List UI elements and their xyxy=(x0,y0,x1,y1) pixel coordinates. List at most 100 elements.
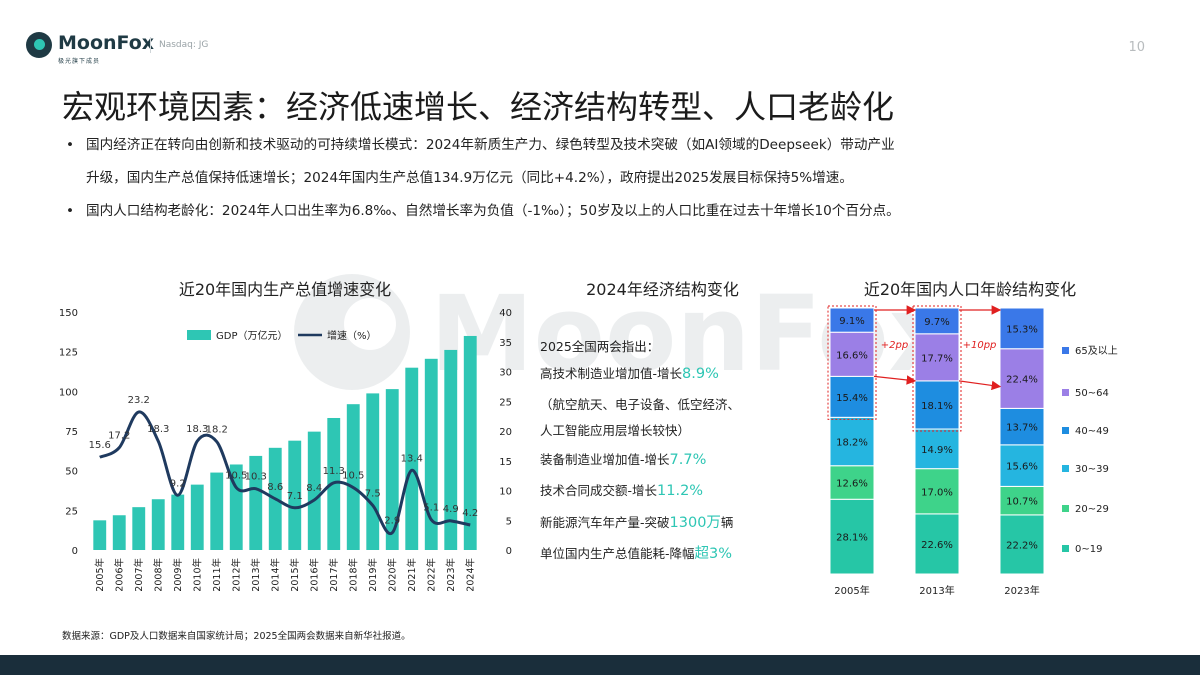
population-segment xyxy=(829,498,875,575)
population-x-tick: 2005年 xyxy=(834,584,869,597)
population-segment xyxy=(999,348,1045,409)
growth-rate-label: 8.6 xyxy=(267,482,283,493)
right-axis-tick: 30 xyxy=(499,368,512,379)
economy-item: 技术合同成交额-增长11.2% xyxy=(540,480,703,499)
left-axis-tick: 50 xyxy=(65,467,78,478)
legend-label: 50~64 xyxy=(1075,388,1109,399)
gdp-bar xyxy=(210,472,224,550)
gdp-bar xyxy=(190,484,204,550)
growth-rate-label: 4.9 xyxy=(443,504,459,515)
left-axis-tick: 0 xyxy=(72,546,78,557)
gdp-bar xyxy=(112,515,126,550)
bullet-economy-line1: 国内经济正在转向由创新和技术驱动的可持续增长模式：2024年新质生产力、绿色转型… xyxy=(86,137,895,153)
right-axis-tick: 40 xyxy=(499,308,512,319)
gdp-x-tick: 2011年 xyxy=(211,558,223,592)
growth-rate-labels: 15.617.223.218.39.218.318.210.510.38.67.… xyxy=(89,395,479,527)
gdp-x-tick: 2013年 xyxy=(250,558,262,592)
population-value-label: 17.7% xyxy=(921,353,953,364)
highlight-frame xyxy=(912,305,962,432)
brand-tagline: 极光旗下成员 xyxy=(58,58,101,65)
growth-rate-label: 18.3 xyxy=(147,424,169,435)
right-axis-tick: 35 xyxy=(499,338,512,349)
growth-rate-label: 9.2 xyxy=(170,478,186,489)
gdp-x-tick: 2017年 xyxy=(328,558,340,592)
economy-item-value: 1300万 xyxy=(669,515,721,531)
bullet-economy: 国内经济正在转向由创新和技术驱动的可持续增长模式：2024年新质生产力、绿色转型… xyxy=(66,135,895,155)
population-segment xyxy=(914,428,960,470)
moonfox-logo-icon xyxy=(26,32,52,58)
legend-swatch xyxy=(1062,427,1069,434)
gdp-x-tick: 2015年 xyxy=(289,558,301,592)
economy-heading: 2025全国两会指出： xyxy=(540,339,660,354)
gdp-bar xyxy=(151,499,165,550)
population-value-label: 17.0% xyxy=(921,487,953,498)
economy-item: 高技术制造业增加值-增长8.9% xyxy=(540,363,719,382)
population-x-axis-labels: 2005年 2013年 2023年 xyxy=(834,584,1039,597)
highlight-frame xyxy=(827,305,877,420)
population-value-label: 12.6% xyxy=(836,478,868,489)
population-bars: 28.1% 12.6% 18.2% 15.4% 16.6% 9.1% 22.6% 17.0% 1… xyxy=(829,307,1045,575)
population-segment xyxy=(914,380,960,430)
gdp-x-tick: 2019年 xyxy=(367,558,379,592)
population-value-label: 13.7% xyxy=(1006,423,1038,434)
gdp-x-tick: 2005年 xyxy=(94,558,106,592)
economy-item-text: 技术合同成交额-增长 xyxy=(540,483,658,498)
growth-rate-label: 4.2 xyxy=(462,508,478,519)
gdp-right-axis: 0 5 10 15 20 25 30 35 40 xyxy=(499,308,512,557)
gdp-x-tick: 2020年 xyxy=(386,558,398,592)
gdp-bar xyxy=(405,367,419,550)
population-value-label: 15.6% xyxy=(1006,462,1038,473)
right-axis-tick: 20 xyxy=(499,427,512,438)
growth-rate-label: 11.3 xyxy=(323,466,345,477)
gdp-x-tick: 2022年 xyxy=(425,558,437,592)
population-x-tick: 2023年 xyxy=(1004,584,1039,597)
population-segment xyxy=(914,333,960,382)
gdp-x-tick: 2018年 xyxy=(347,558,359,592)
economy-item-value: 超3% xyxy=(694,546,733,562)
economy-item-text: 单位国内生产总值能耗-降幅 xyxy=(540,546,695,561)
gdp-x-tick: 2009年 xyxy=(172,558,184,592)
gdp-x-tick: 2014年 xyxy=(269,558,281,592)
legend-label: 40~49 xyxy=(1075,426,1109,437)
gdp-bar xyxy=(366,393,380,550)
gdp-bar xyxy=(132,507,146,550)
gdp-bar xyxy=(463,335,477,550)
population-legend: 65及以上 50~64 40~49 30~39 20~29 0~19 xyxy=(1062,345,1118,555)
trend-arrow xyxy=(873,375,917,385)
left-axis-tick: 150 xyxy=(59,308,78,319)
gdp-x-tick: 2008年 xyxy=(152,558,164,592)
gdp-x-axis-labels: 2005年 2006年 2007年 2008年 2009年 2010年 2011年 2012年… xyxy=(94,558,477,592)
legend-label: 20~29 xyxy=(1075,504,1109,515)
growth-rate-label: 7.1 xyxy=(287,491,303,502)
economy-item-text: 高技术制造业增加值-增长 xyxy=(540,366,683,381)
economy-item: 单位国内生产总值能耗-降幅超3% xyxy=(540,542,732,563)
gdp-bar xyxy=(249,455,263,550)
page-number: 10 xyxy=(1128,40,1145,55)
legend-swatch xyxy=(1062,347,1069,354)
population-segment xyxy=(829,465,875,500)
legend-label: 30~39 xyxy=(1075,464,1109,475)
left-axis-tick: 100 xyxy=(59,387,78,398)
economy-item-suffix: 辆 xyxy=(720,515,734,530)
growth-rate-label: 2.9 xyxy=(384,516,400,527)
population-value-label: 18.1% xyxy=(921,401,953,412)
population-x-tick: 2013年 xyxy=(919,584,954,597)
legend-swatch-gdp xyxy=(187,330,211,340)
gdp-x-tick: 2024年 xyxy=(464,558,476,592)
growth-rate-label: 10.5 xyxy=(225,471,247,482)
economy-item: 新能源汽车年产量-突破1300万辆 xyxy=(540,511,733,532)
trend-arrow xyxy=(958,380,1002,391)
gdp-bar xyxy=(307,431,321,550)
population-segment xyxy=(999,485,1045,516)
bullet-economy-line2: 升级，国内生产总值保持低速增长；2024年国内生产总值134.9万亿元（同比+4… xyxy=(86,170,853,186)
data-source-note: 数据来源：GDP及人口数据来自国家统计局；2025全国两会数据来自新华社报道。 xyxy=(62,631,411,642)
economy-item-text: 装备制造业增加值-增长 xyxy=(540,452,670,467)
growth-rate-label: 18.3 xyxy=(186,424,208,435)
page-title: 宏观环境因素：经济低速增长、经济结构转型、人口老龄化 xyxy=(62,88,895,126)
population-value-label: 15.4% xyxy=(836,393,868,404)
population-segment xyxy=(999,514,1045,575)
population-segment xyxy=(914,468,960,515)
gdp-x-tick: 2023年 xyxy=(445,558,457,592)
gdp-bar xyxy=(171,494,185,550)
growth-rate-line xyxy=(99,410,471,536)
